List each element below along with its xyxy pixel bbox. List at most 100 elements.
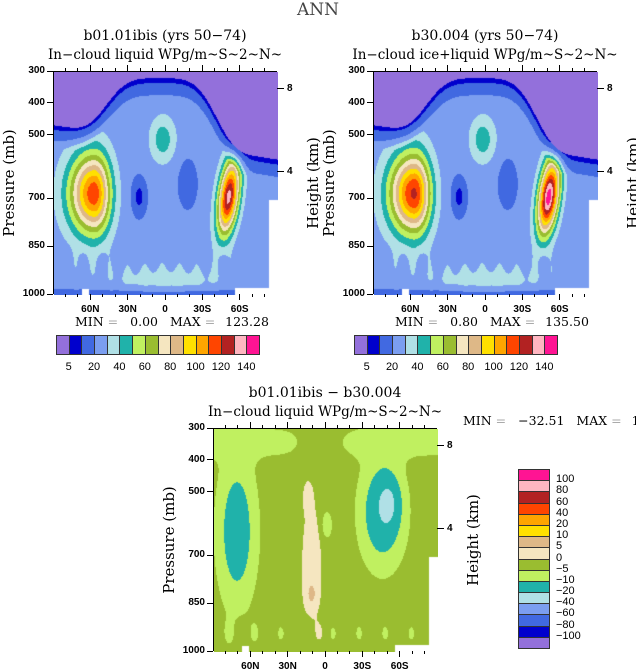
x-tick-label: 60N (401, 304, 420, 315)
x-axis-top-tick (274, 425, 276, 428)
x-axis-tick (496, 294, 498, 297)
panel-title: b01.01ibis (yrs 50−74) (83, 28, 247, 44)
x-axis-tick (299, 651, 301, 654)
x-axis-tick (374, 651, 376, 654)
min-label: MIN (463, 413, 492, 428)
x-axis-tick (239, 294, 241, 300)
colorbar-box (493, 335, 508, 355)
x-axis-tick (249, 651, 251, 657)
panel-title: b01.01ibis − b30.004 (248, 385, 402, 401)
x-axis-top-tick (89, 65, 91, 71)
colorbar-box (182, 335, 197, 355)
x-tick-label: 0 (482, 304, 488, 315)
y-axis-tick (367, 293, 373, 295)
colorbar-box (354, 335, 368, 355)
x-axis-top-tick (521, 65, 523, 71)
x-tick-label: 60N (81, 304, 100, 315)
contour-field (214, 429, 438, 652)
colorbar-label: 100 (556, 473, 575, 486)
x-axis-top-tick (152, 68, 154, 71)
max-value: 123.28 (225, 314, 269, 329)
x-axis-tick (422, 294, 424, 297)
colorbar (354, 335, 558, 355)
colorbar-label: 5 (65, 361, 72, 373)
colorbar-label: 5 (556, 540, 563, 553)
y2-axis-tick (437, 528, 444, 530)
colorbar-label: 60 (556, 495, 569, 508)
x-axis-top-tick (201, 65, 203, 71)
x-axis-top-tick (384, 68, 386, 71)
x-axis-top-tick (534, 68, 536, 71)
x-axis-top-tick (176, 68, 178, 71)
panel-subtitle: In−cloud ice+liquid WPg/m~S~2~N~ (352, 47, 618, 63)
x-axis-tick (251, 294, 253, 297)
y2-tick-label: 8 (287, 82, 293, 94)
colorbar-box (132, 335, 146, 355)
x-axis-tick (77, 294, 79, 297)
y-axis-tick (207, 602, 213, 604)
x-axis-tick (447, 294, 449, 300)
min-label: MIN (395, 314, 424, 329)
y2-axis-tick (437, 445, 444, 447)
x-tick-label: 30N (118, 304, 137, 315)
x-axis-tick (189, 294, 191, 297)
x-axis-tick (224, 651, 226, 654)
colorbar-label: −100 (556, 629, 581, 642)
equals-sign: = (204, 314, 216, 329)
x-axis-top-tick (571, 68, 573, 71)
equals-sign: = (107, 314, 119, 329)
y2-tick-label: 4 (447, 522, 453, 534)
colorbar-box (246, 335, 260, 355)
x-axis-top-tick (102, 68, 104, 71)
x-axis-tick (397, 294, 399, 297)
equals-sign: = (495, 413, 507, 428)
x-axis-top-tick (509, 68, 511, 71)
colorbar-label: 120 (211, 361, 231, 373)
x-axis-top-tick (559, 65, 561, 71)
y2-tick-label: 8 (607, 82, 613, 94)
x-axis-tick (521, 294, 523, 300)
x-axis-tick (264, 294, 266, 297)
x-tick-label: 60N (241, 661, 260, 672)
y-axis-tick (47, 70, 53, 72)
x-axis-top-tick (397, 68, 399, 71)
x-axis-top-tick (249, 422, 251, 428)
x-axis-tick (459, 294, 461, 297)
colorbar-box (518, 335, 533, 355)
y-axis-tick (367, 197, 373, 199)
y-axis-tick (367, 134, 373, 136)
x-axis-tick (559, 294, 561, 300)
contour-plot (213, 428, 438, 652)
x-axis-top-tick (584, 68, 586, 71)
colorbar-label: 5 (363, 361, 370, 373)
x-axis-top-tick (409, 65, 411, 71)
y-tick-label: 300 (348, 65, 365, 76)
y-axis-tick (367, 245, 373, 247)
x-axis-top-tick (386, 425, 388, 428)
colorbar-label: 20 (556, 517, 569, 530)
y-tick-label: 300 (188, 422, 205, 433)
y-axis-tick (207, 491, 213, 493)
y-axis-label: Pressure (mb) (0, 128, 18, 237)
colorbar-label: −60 (556, 607, 575, 620)
x-axis-top-tick (114, 68, 116, 71)
x-axis-top-tick (484, 65, 486, 71)
colorbar-box (106, 335, 121, 355)
x-tick-label: 60S (550, 304, 569, 315)
x-axis-tick (584, 294, 586, 297)
y-tick-label: 500 (28, 128, 45, 140)
x-axis-tick (434, 294, 436, 297)
colorbar-box (56, 335, 70, 355)
colorbar-label: 40 (113, 361, 126, 373)
y-axis-tick (47, 293, 53, 295)
y-tick-label: 400 (188, 453, 205, 465)
x-axis-top-tick (374, 425, 376, 428)
x-axis-tick (384, 294, 386, 297)
colorbar-label: 0 (556, 551, 563, 564)
contour-plot (373, 71, 598, 295)
colorbar-box (144, 335, 159, 355)
max-value: 135.50 (545, 314, 589, 329)
colorbar-box (430, 335, 444, 355)
x-axis-tick (127, 294, 129, 300)
colorbar-label: 80 (556, 484, 569, 497)
